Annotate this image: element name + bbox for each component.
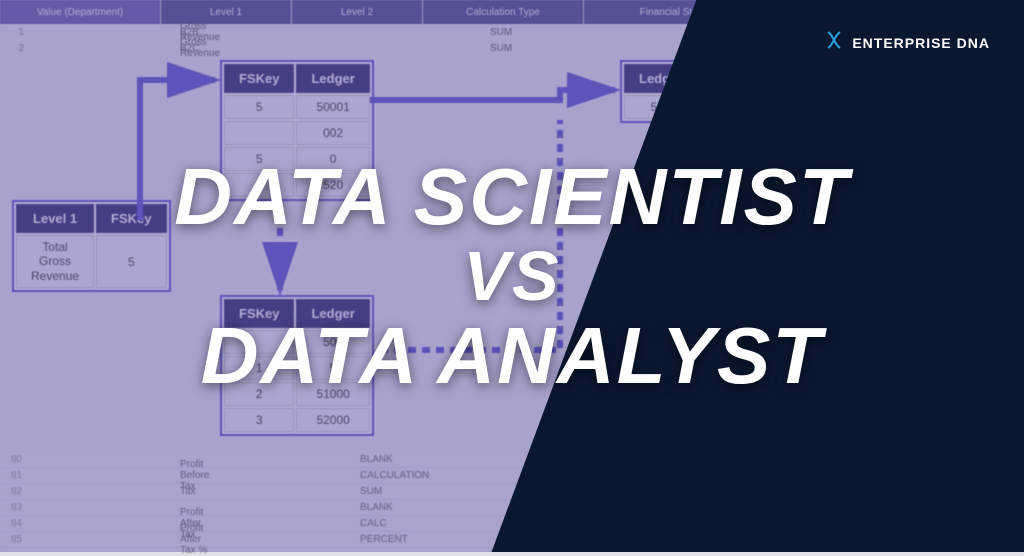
headline-line2: VS: [174, 243, 849, 310]
headline-line1: DATA SCIENTIST: [174, 152, 849, 241]
brand-logo: ENTERPRISE DNA: [824, 30, 990, 55]
headline-text: DATA SCIENTIST VS DATA ANALYST: [174, 159, 849, 394]
logo-text: ENTERPRISE DNA: [852, 35, 990, 51]
dna-icon: [824, 30, 844, 55]
headline-line3: DATA ANALYST: [201, 310, 823, 399]
